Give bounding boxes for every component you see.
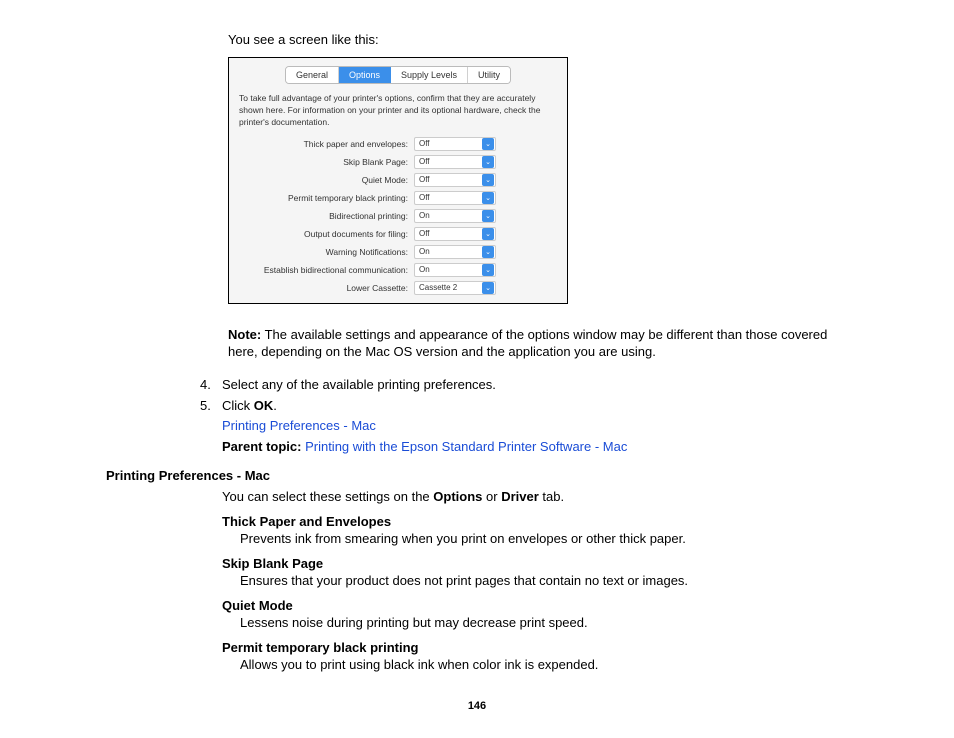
tab-utility[interactable]: Utility bbox=[468, 67, 510, 83]
intro-text: You see a screen like this: bbox=[228, 32, 848, 47]
section-intro: You can select these settings on the Opt… bbox=[222, 489, 848, 504]
option-row: Establish bidirectional communication:On… bbox=[239, 263, 557, 277]
note-label: Note: bbox=[228, 327, 261, 342]
def-desc: Allows you to print using black ink when… bbox=[240, 657, 848, 672]
option-row: Thick paper and envelopes:Off⌄ bbox=[239, 137, 557, 151]
def-desc: Prevents ink from smearing when you prin… bbox=[240, 531, 848, 546]
def-term: Quiet Mode bbox=[222, 598, 848, 613]
step-5: 5. Click OK. bbox=[200, 396, 848, 417]
step-num: 4. bbox=[200, 375, 222, 396]
printing-preferences-link[interactable]: Printing Preferences - Mac bbox=[222, 418, 376, 433]
option-select[interactable]: On⌄ bbox=[414, 209, 496, 223]
option-row: Permit temporary black printing:Off⌄ bbox=[239, 191, 557, 205]
chevron-down-icon: ⌄ bbox=[482, 264, 494, 276]
parent-topic-link[interactable]: Printing with the Epson Standard Printer… bbox=[301, 439, 627, 454]
option-row: Output documents for filing:Off⌄ bbox=[239, 227, 557, 241]
parent-topic-label: Parent topic: bbox=[222, 439, 301, 454]
section-heading: Printing Preferences - Mac bbox=[106, 468, 848, 483]
option-label: Skip Blank Page: bbox=[239, 157, 414, 167]
page-number: 146 bbox=[0, 700, 954, 712]
option-label: Lower Cassette: bbox=[239, 283, 414, 293]
step-4: 4. Select any of the available printing … bbox=[200, 375, 848, 396]
option-select[interactable]: On⌄ bbox=[414, 245, 496, 259]
option-select[interactable]: Off⌄ bbox=[414, 227, 496, 241]
option-row: Warning Notifications:On⌄ bbox=[239, 245, 557, 259]
chevron-down-icon: ⌄ bbox=[482, 138, 494, 150]
step-num: 5. bbox=[200, 396, 222, 417]
option-select[interactable]: Off⌄ bbox=[414, 137, 496, 151]
note-block: Note: The available settings and appeara… bbox=[228, 326, 848, 361]
step-text: Click OK. bbox=[222, 396, 848, 417]
option-select[interactable]: Off⌄ bbox=[414, 155, 496, 169]
option-label: Bidirectional printing: bbox=[239, 211, 414, 221]
screenshot-container: General Options Supply Levels Utility To… bbox=[228, 57, 568, 304]
option-label: Establish bidirectional communication: bbox=[239, 265, 414, 275]
option-label: Quiet Mode: bbox=[239, 175, 414, 185]
option-select[interactable]: Off⌄ bbox=[414, 191, 496, 205]
option-row: Lower Cassette:Cassette 2⌄ bbox=[239, 281, 557, 295]
step-text: Select any of the available printing pre… bbox=[222, 375, 848, 396]
option-label: Output documents for filing: bbox=[239, 229, 414, 239]
chevron-down-icon: ⌄ bbox=[482, 156, 494, 168]
def-desc: Ensures that your product does not print… bbox=[240, 573, 848, 588]
chevron-down-icon: ⌄ bbox=[482, 174, 494, 186]
def-term: Permit temporary black printing bbox=[222, 640, 848, 655]
tab-general[interactable]: General bbox=[286, 67, 339, 83]
option-select[interactable]: Off⌄ bbox=[414, 173, 496, 187]
option-select[interactable]: Cassette 2⌄ bbox=[414, 281, 496, 295]
def-desc: Lessens noise during printing but may de… bbox=[240, 615, 848, 630]
option-label: Thick paper and envelopes: bbox=[239, 139, 414, 149]
tab-options[interactable]: Options bbox=[339, 67, 391, 83]
chevron-down-icon: ⌄ bbox=[482, 210, 494, 222]
option-label: Permit temporary black printing: bbox=[239, 193, 414, 203]
parent-topic-line: Parent topic: Printing with the Epson St… bbox=[222, 439, 848, 454]
option-row: Skip Blank Page:Off⌄ bbox=[239, 155, 557, 169]
option-row: Bidirectional printing:On⌄ bbox=[239, 209, 557, 223]
tab-bar: General Options Supply Levels Utility bbox=[239, 66, 557, 84]
chevron-down-icon: ⌄ bbox=[482, 246, 494, 258]
tab-supply-levels[interactable]: Supply Levels bbox=[391, 67, 468, 83]
screenshot-description: To take full advantage of your printer's… bbox=[239, 93, 557, 129]
chevron-down-icon: ⌄ bbox=[482, 282, 494, 294]
option-select[interactable]: On⌄ bbox=[414, 263, 496, 277]
chevron-down-icon: ⌄ bbox=[482, 228, 494, 240]
def-term: Thick Paper and Envelopes bbox=[222, 514, 848, 529]
option-label: Warning Notifications: bbox=[239, 247, 414, 257]
note-text: The available settings and appearance of… bbox=[228, 327, 827, 360]
option-row: Quiet Mode:Off⌄ bbox=[239, 173, 557, 187]
def-term: Skip Blank Page bbox=[222, 556, 848, 571]
chevron-down-icon: ⌄ bbox=[482, 192, 494, 204]
